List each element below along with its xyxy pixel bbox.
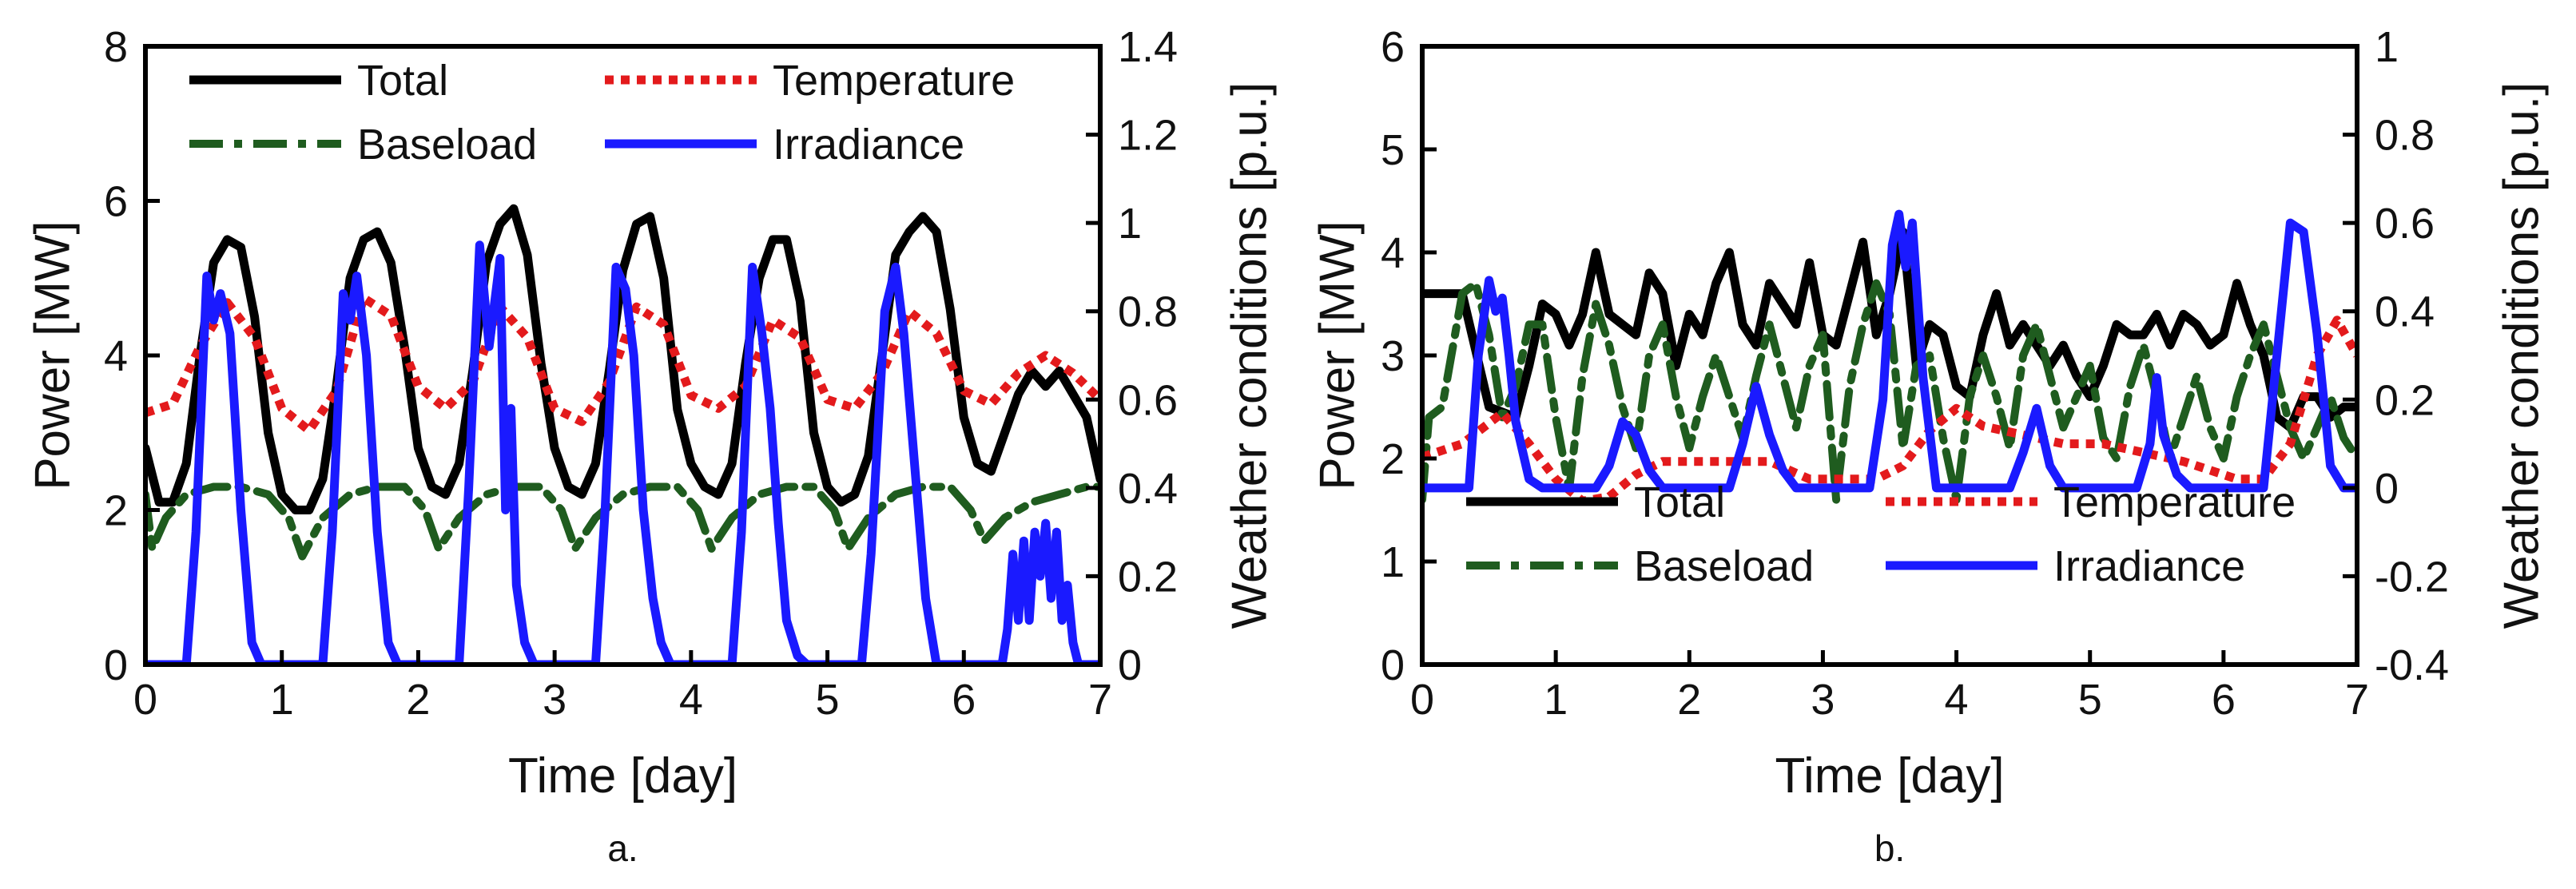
y-tick-label: 3: [1381, 332, 1405, 380]
x-tick-label: 6: [952, 676, 976, 724]
x-tick-label: 5: [2078, 676, 2102, 724]
y2-axis-label: Weather conditions [p.u.]: [2494, 82, 2549, 629]
y-axis-label: Power [MW]: [25, 220, 80, 490]
y2-tick-label: 1: [2375, 23, 2399, 71]
legend-label-irradiance: Irradiance: [773, 121, 964, 169]
x-tick-label: 2: [406, 676, 430, 724]
panel-label: b.: [1874, 827, 1905, 869]
y2-tick-label: -0.4: [2375, 641, 2449, 689]
legend-label-baseload: Baseload: [357, 121, 537, 169]
y-axis-label: Power [MW]: [1310, 220, 1365, 490]
y2-tick-label: -0.2: [2375, 553, 2449, 601]
legend-label-temperature: Temperature: [2053, 478, 2296, 526]
y-tick-label: 0: [1381, 641, 1405, 689]
y2-tick-label: 0.6: [2375, 200, 2435, 248]
x-tick-label: 7: [2345, 676, 2369, 724]
y2-tick-label: 0: [1118, 641, 1142, 689]
y2-tick-label: 1.2: [1118, 112, 1178, 160]
y-tick-label: 2: [1381, 435, 1405, 483]
y2-tick-label: 0.2: [2375, 376, 2435, 424]
legend-label-baseload: Baseload: [1634, 542, 1814, 590]
y2-tick-label: 1: [1118, 200, 1142, 248]
x-tick-label: 4: [679, 676, 703, 724]
legend-label-total: Total: [357, 57, 448, 105]
ticks-layer: 0 1 2 3 4 5 6 7 0 1 2 3 4 5 6 -0.4 -0.2 0 0.2 0.4 0.6 0.8 1: [1381, 23, 2449, 724]
series-line-irradiance: [145, 240, 1100, 665]
y2-tick-label: 0.4: [2375, 288, 2435, 336]
x-tick-label: 1: [270, 676, 294, 724]
x-tick-label: 0: [133, 676, 157, 724]
legend-label-irradiance: Irradiance: [2053, 542, 2245, 590]
series-layer: [1422, 209, 2357, 506]
x-tick-label: 3: [1811, 676, 1835, 724]
panel-label: a.: [607, 827, 638, 869]
y-tick-label: 6: [1381, 23, 1405, 71]
x-tick-label: 7: [1088, 676, 1112, 724]
chart-panel-b: 0 1 2 3 4 5 6 7 0 1 2 3 4 5 6 -0.4 -0.2 0 0.2 0.4 0.6 0.8 1 Ti…: [1310, 23, 2549, 869]
y-tick-label: 1: [1381, 538, 1405, 586]
series-line-total: [145, 204, 1100, 514]
x-tick-label: 3: [543, 676, 566, 724]
series-layer: [145, 204, 1100, 665]
y2-tick-label: 0.8: [2375, 112, 2435, 160]
x-tick-label: 4: [1945, 676, 1969, 724]
x-tick-label: 2: [1677, 676, 1701, 724]
y-tick-label: 5: [1381, 126, 1405, 174]
y-tick-label: 8: [104, 23, 128, 71]
legend: Total Temperature Baseload Irradiance: [189, 57, 1015, 169]
y2-tick-label: 0.4: [1118, 465, 1178, 513]
x-tick-label: 6: [2212, 676, 2236, 724]
legend: Total Temperature Baseload Irradiance: [1466, 478, 2296, 590]
y2-axis-label: Weather conditions [p.u.]: [1222, 82, 1277, 629]
series-line-irradiance: [1422, 209, 2357, 493]
legend-label-temperature: Temperature: [773, 57, 1015, 105]
y-tick-label: 0: [104, 641, 128, 689]
y2-tick-label: 0.6: [1118, 376, 1178, 424]
x-tick-label: 1: [1544, 676, 1568, 724]
y-tick-label: 4: [104, 332, 128, 380]
y2-tick-label: 0.2: [1118, 553, 1178, 601]
x-axis-label: Time [day]: [508, 748, 737, 804]
y-tick-label: 6: [104, 178, 128, 226]
y2-tick-label: 0: [2375, 465, 2399, 513]
series-line-temperature: [145, 293, 1100, 435]
x-tick-label: 0: [1410, 676, 1434, 724]
y-tick-label: 2: [104, 487, 128, 535]
y2-tick-label: 1.4: [1118, 23, 1178, 71]
y-tick-label: 4: [1381, 229, 1405, 277]
x-axis-label: Time [day]: [1775, 748, 2004, 804]
x-tick-label: 5: [816, 676, 840, 724]
legend-label-total: Total: [1634, 478, 1725, 526]
y2-tick-label: 0.8: [1118, 288, 1178, 336]
